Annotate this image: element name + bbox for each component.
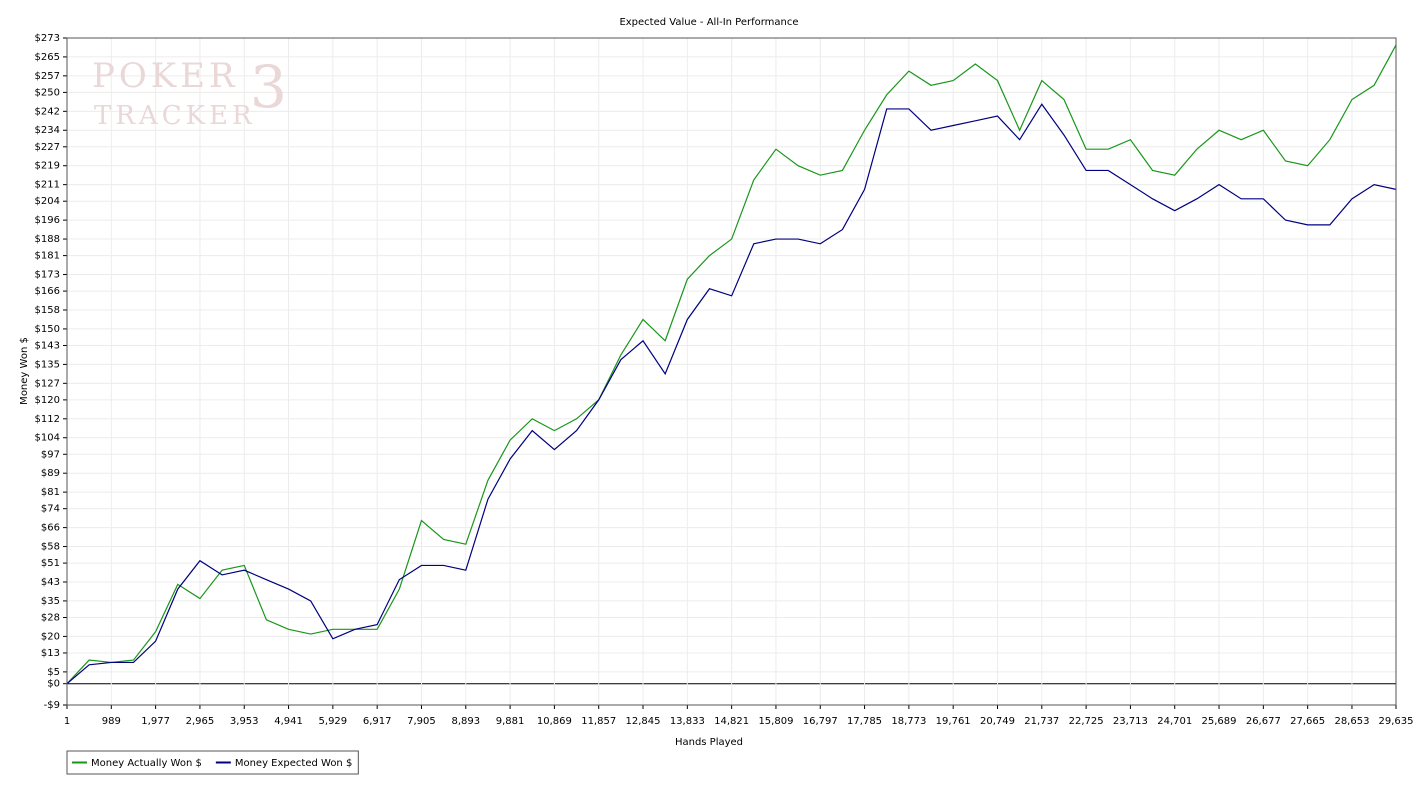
x-tick-label: 989 bbox=[102, 716, 121, 727]
y-tick-label: $135 bbox=[35, 359, 60, 370]
series-line bbox=[66, 44, 1397, 685]
x-tick-label: 1,977 bbox=[141, 716, 170, 727]
x-tick-label: 10,869 bbox=[537, 716, 572, 727]
x-tick-label: 27,665 bbox=[1290, 716, 1325, 727]
y-tick-label: $0 bbox=[47, 679, 60, 690]
y-tick-label: $5 bbox=[47, 667, 60, 678]
x-tick-label: 7,905 bbox=[407, 716, 436, 727]
y-tick-label: $265 bbox=[35, 52, 60, 63]
y-tick-label: $188 bbox=[35, 234, 60, 245]
y-tick-label: $43 bbox=[41, 577, 60, 588]
y-tick-label: $58 bbox=[41, 542, 60, 553]
y-tick-label: $13 bbox=[41, 648, 60, 659]
y-tick-label: $150 bbox=[35, 324, 60, 335]
x-tick-label: 8,893 bbox=[451, 716, 480, 727]
x-tick-label: 13,833 bbox=[670, 716, 705, 727]
y-tick-label: -$9 bbox=[44, 700, 60, 711]
y-tick-label: $143 bbox=[35, 340, 60, 351]
x-tick-label: 19,761 bbox=[936, 716, 971, 727]
x-tick-label: 28,653 bbox=[1334, 716, 1369, 727]
legend-label: Money Actually Won $ bbox=[91, 758, 202, 769]
x-tick-label: 21,737 bbox=[1024, 716, 1059, 727]
y-tick-label: $196 bbox=[35, 215, 60, 226]
y-tick-label: $158 bbox=[35, 305, 60, 316]
y-tick-label: $242 bbox=[35, 106, 60, 117]
legend-box bbox=[66, 750, 359, 775]
y-tick-label: $181 bbox=[35, 251, 60, 262]
watermark-bottom: TRACKER bbox=[94, 101, 256, 131]
legend: Money Actually Won $ Money Expected Won $ bbox=[66, 750, 359, 775]
y-tick-label: $257 bbox=[35, 71, 60, 82]
y-tick-label: $234 bbox=[35, 125, 60, 136]
y-tick-label: $120 bbox=[35, 395, 60, 406]
legend-label: Money Expected Won $ bbox=[235, 758, 352, 769]
chart-title: Expected Value - All-In Performance bbox=[619, 17, 798, 28]
x-tick-label: 17,785 bbox=[847, 716, 882, 727]
x-tick-label: 24,701 bbox=[1157, 716, 1192, 727]
x-tick-label: 15,809 bbox=[758, 716, 793, 727]
y-axis-title: Money Won $ bbox=[19, 337, 30, 405]
y-tick-label: $97 bbox=[41, 449, 60, 460]
x-tick-label: 2,965 bbox=[186, 716, 215, 727]
y-tick-label: $104 bbox=[35, 433, 60, 444]
x-tick-label: 5,929 bbox=[319, 716, 348, 727]
x-tick-label: 23,713 bbox=[1113, 716, 1148, 727]
x-tick-label: 11,857 bbox=[581, 716, 616, 727]
x-tick-label: 1 bbox=[64, 716, 70, 727]
x-tick-label: 18,773 bbox=[891, 716, 926, 727]
y-tick-label: $211 bbox=[35, 180, 60, 191]
x-tick-label: 20,749 bbox=[980, 716, 1015, 727]
x-tick-label: 25,689 bbox=[1202, 716, 1237, 727]
plot-border bbox=[66, 37, 1397, 706]
watermark-mark: 3 bbox=[250, 53, 291, 121]
watermark-top: POKER bbox=[92, 56, 239, 96]
x-tick-label: 4,941 bbox=[274, 716, 303, 727]
y-tick-label: $219 bbox=[35, 161, 60, 172]
y-tick-label: $127 bbox=[35, 378, 60, 389]
y-tick-label: $66 bbox=[41, 523, 60, 534]
y-tick-label: $166 bbox=[35, 286, 60, 297]
y-tick-label: $112 bbox=[35, 414, 60, 425]
x-tick-label: 22,725 bbox=[1069, 716, 1104, 727]
y-tick-label: $28 bbox=[41, 612, 60, 623]
y-tick-label: $173 bbox=[35, 270, 60, 281]
x-tick-label: 9,881 bbox=[496, 716, 525, 727]
y-tick-label: $204 bbox=[35, 196, 60, 207]
x-tick-label: 6,917 bbox=[363, 716, 392, 727]
y-tick-label: $250 bbox=[35, 87, 60, 98]
x-axis-title: Hands Played bbox=[675, 737, 743, 748]
x-tick-label: 26,677 bbox=[1246, 716, 1281, 727]
y-tick-label: $81 bbox=[41, 487, 60, 498]
x-tick-label: 14,821 bbox=[714, 716, 749, 727]
y-tick-label: $89 bbox=[41, 468, 60, 479]
x-tick-label: 3,953 bbox=[230, 716, 259, 727]
y-tick-label: $74 bbox=[41, 504, 60, 515]
y-tick-label: $51 bbox=[41, 558, 60, 569]
x-tick-label: 29,635 bbox=[1379, 716, 1414, 727]
y-tick-label: $20 bbox=[41, 631, 60, 642]
x-tick-label: 16,797 bbox=[803, 716, 838, 727]
series-line bbox=[66, 103, 1397, 685]
y-tick-label: $227 bbox=[35, 142, 60, 153]
watermark: POKER TRACKER 3 bbox=[92, 53, 291, 131]
y-tick-label: $273 bbox=[35, 33, 60, 44]
y-tick-label: $35 bbox=[41, 596, 60, 607]
x-tick-label: 12,845 bbox=[626, 716, 661, 727]
